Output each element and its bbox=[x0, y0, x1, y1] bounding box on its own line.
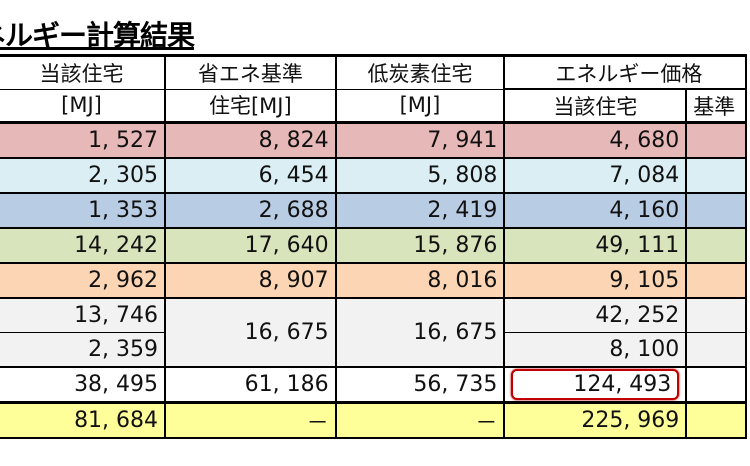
cell-price-current[interactable]: 4, 680 bbox=[503, 121, 688, 159]
table-row: 81, 684 －－ 225, 969 bbox=[0, 401, 747, 439]
header-current: 当該住宅 bbox=[0, 54, 167, 90]
energy-results-table: 当該住宅 省エネ基準 低炭素住宅 エネルギー価格 [MJ] 住宅[MJ] [MJ… bbox=[0, 54, 747, 439]
cell-price-current[interactable]: 4, 160 bbox=[503, 192, 688, 229]
cell-price-standard[interactable] bbox=[685, 366, 747, 404]
cell-price-standard[interactable] bbox=[685, 121, 747, 159]
cell-lowcarbon[interactable]: 7, 941 bbox=[334, 121, 506, 159]
cell-current[interactable]: 38, 495 bbox=[0, 366, 167, 404]
header-price-group: エネルギー価格 bbox=[503, 54, 747, 90]
cell-lowcarbon[interactable]: － bbox=[334, 401, 506, 439]
cell-current[interactable]: 2, 305 bbox=[0, 157, 167, 194]
cell-standard[interactable]: 61, 186 bbox=[164, 366, 337, 404]
header-lowcarbon-unit: [MJ] bbox=[334, 88, 506, 124]
header-price-standard: 基準 bbox=[685, 88, 747, 124]
cell-current[interactable]: 13, 746 bbox=[0, 297, 167, 333]
cell-standard[interactable]: 8, 824 bbox=[164, 121, 337, 159]
cell-price-current[interactable]: 8, 100 bbox=[503, 332, 688, 368]
table-row: 2, 962 8, 907 8, 016 9, 105 bbox=[0, 262, 747, 299]
cell-standard[interactable]: － bbox=[164, 401, 337, 439]
table-row: 2, 359 8, 100 bbox=[0, 332, 747, 368]
cell-lowcarbon[interactable]: 16, 675 bbox=[334, 297, 506, 368]
table-row: 2, 305 6, 454 5, 808 7, 084 bbox=[0, 157, 747, 194]
cell-standard[interactable]: 17, 640 bbox=[164, 227, 337, 264]
header-current-unit: [MJ] bbox=[0, 88, 167, 124]
cell-price-standard[interactable] bbox=[685, 157, 747, 194]
cell-price-current[interactable]: 225, 969 bbox=[503, 401, 688, 439]
cell-lowcarbon[interactable]: 2, 419 bbox=[334, 192, 506, 229]
cell-price-standard[interactable] bbox=[685, 227, 747, 264]
cell-lowcarbon[interactable]: 5, 808 bbox=[334, 157, 506, 194]
cell-price-standard[interactable] bbox=[685, 262, 747, 299]
header-standard: 省エネ基準 bbox=[164, 54, 337, 90]
cell-price-standard[interactable] bbox=[685, 332, 747, 368]
table-row: 1, 527 8, 824 7, 941 4, 680 bbox=[0, 121, 747, 159]
table-row: 13, 746 16, 675 16, 675 42, 252 bbox=[0, 297, 747, 368]
cell-current[interactable]: 81, 684 bbox=[0, 401, 167, 439]
section-title: ネルギー計算結果 bbox=[0, 19, 195, 52]
cell-price-standard[interactable] bbox=[685, 192, 747, 229]
highlighted-value: 124, 493 bbox=[511, 369, 680, 400]
table-row: 14, 242 17, 640 15, 876 49, 111 bbox=[0, 227, 747, 264]
cell-current[interactable]: 2, 359 bbox=[0, 332, 167, 368]
header-standard-unit: 住宅[MJ] bbox=[164, 88, 337, 124]
cell-current[interactable]: 1, 527 bbox=[0, 121, 167, 159]
cell-price-current[interactable]: 42, 252 bbox=[503, 297, 688, 333]
cell-current[interactable]: 14, 242 bbox=[0, 227, 167, 264]
header-price-current: 当該住宅 bbox=[503, 88, 688, 124]
cell-lowcarbon[interactable]: 15, 876 bbox=[334, 227, 506, 264]
cell-lowcarbon[interactable]: 8, 016 bbox=[334, 262, 506, 299]
cell-standard[interactable]: 16, 675 bbox=[164, 297, 337, 368]
cell-lowcarbon[interactable]: 56, 735 bbox=[334, 366, 506, 404]
cell-price-standard[interactable] bbox=[685, 297, 747, 333]
cell-price-current[interactable]: 7, 084 bbox=[503, 157, 688, 194]
cell-price-standard[interactable] bbox=[685, 401, 747, 439]
table-row: 38, 495 61, 186 56, 735 124, 493 bbox=[0, 366, 747, 404]
cell-current[interactable]: 2, 962 bbox=[0, 262, 167, 299]
cell-current[interactable]: 1, 353 bbox=[0, 192, 167, 229]
cell-standard[interactable]: 2, 688 bbox=[164, 192, 337, 229]
table-row: 1, 353 2, 688 2, 419 4, 160 bbox=[0, 192, 747, 229]
cell-standard[interactable]: 8, 907 bbox=[164, 262, 337, 299]
cell-price-current[interactable]: 124, 493 bbox=[503, 366, 688, 404]
cell-price-current[interactable]: 49, 111 bbox=[503, 227, 688, 264]
cell-price-current[interactable]: 9, 105 bbox=[503, 262, 688, 299]
cell-standard[interactable]: 6, 454 bbox=[164, 157, 337, 194]
header-lowcarbon: 低炭素住宅 bbox=[334, 54, 506, 90]
